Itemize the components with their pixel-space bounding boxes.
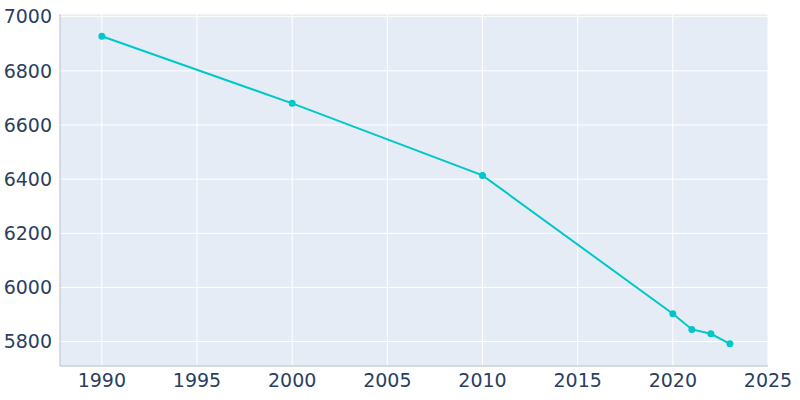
svg-text:2010: 2010: [458, 369, 506, 391]
svg-text:2020: 2020: [649, 369, 697, 391]
svg-text:2000: 2000: [268, 369, 316, 391]
svg-text:6200: 6200: [8, 222, 52, 244]
svg-text:1995: 1995: [173, 369, 221, 391]
svg-text:6000: 6000: [8, 276, 52, 298]
svg-text:6600: 6600: [8, 114, 52, 136]
svg-text:7000: 7000: [8, 5, 52, 27]
svg-text:2015: 2015: [553, 369, 601, 391]
svg-text:5800: 5800: [8, 330, 52, 352]
svg-text:1990: 1990: [78, 369, 126, 391]
svg-text:6800: 6800: [8, 60, 52, 82]
svg-text:6400: 6400: [8, 168, 52, 190]
svg-text:2005: 2005: [363, 369, 411, 391]
svg-text:2025: 2025: [744, 369, 792, 391]
